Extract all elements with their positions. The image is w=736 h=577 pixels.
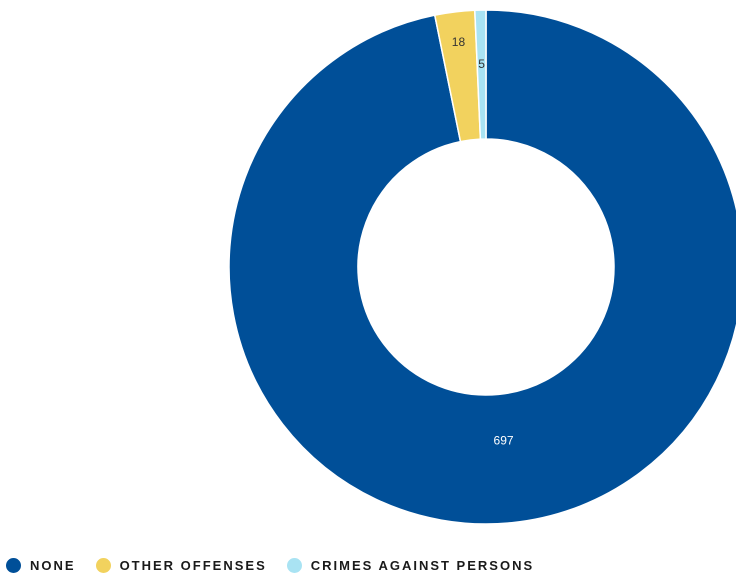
legend-label-other-offenses: OTHER OFFENSES [119, 557, 267, 573]
data-label-none: 697 [494, 433, 514, 447]
legend-label-none: NONE [30, 557, 76, 573]
data-label-crimes-against-persons: 5 [478, 57, 485, 71]
legend-item-none: NONE [6, 557, 76, 573]
legend-item-other-offenses: OTHER OFFENSES [95, 557, 267, 573]
legend-swatch-crimes-against-persons [286, 557, 302, 573]
legend: NONE OTHER OFFENSES CRIMES AGAINST PERSO… [6, 556, 554, 574]
legend-swatch-other-offenses [95, 557, 111, 573]
legend-swatch-none [6, 557, 21, 573]
legend-label-crimes-against-persons: CRIMES AGAINST PERSONS [310, 557, 535, 573]
data-label-other-offenses: 18 [452, 35, 466, 49]
legend-item-crimes-against-persons: CRIMES AGAINST PERSONS [286, 557, 535, 573]
slice-crimes-against-persons [474, 9, 487, 140]
slice-none [228, 9, 736, 525]
